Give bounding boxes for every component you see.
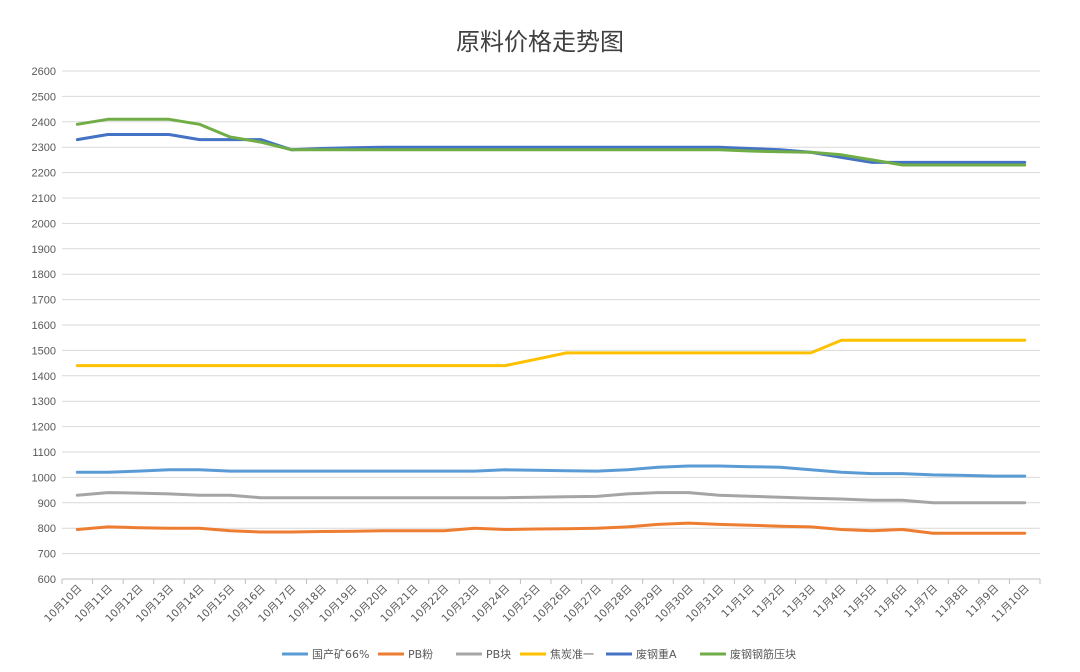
legend-label: PB块 <box>486 648 511 661</box>
legend-label: PB粉 <box>408 648 433 661</box>
legend-item: 废钢钢筋压块 <box>700 647 796 661</box>
y-tick-label: 2500 <box>32 91 56 103</box>
y-tick-label: 1500 <box>32 345 56 357</box>
series-lines <box>75 117 1027 535</box>
series-line-5 <box>75 133 1027 164</box>
y-tick-label: 1000 <box>32 472 56 484</box>
y-tick-label: 1600 <box>32 320 56 332</box>
y-tick-label: 1800 <box>32 269 56 281</box>
y-tick-label: 1100 <box>32 447 56 459</box>
legend-item: PB粉 <box>378 648 433 661</box>
series-line-1 <box>75 464 1027 478</box>
y-tick-label: 1200 <box>32 422 56 434</box>
y-tick-label: 900 <box>38 498 56 510</box>
y-tick-label: 1300 <box>32 396 56 408</box>
y-tick-label: 2400 <box>32 117 56 129</box>
legend: 国产矿66% PB粉 PB块 焦炭准一 废钢重A 废钢钢筋压块 <box>282 647 796 661</box>
axes <box>61 578 1041 584</box>
y-tick-label: 600 <box>38 574 56 586</box>
series-line-3 <box>75 491 1027 505</box>
y-tick-label: 2600 <box>32 66 56 78</box>
y-tick-label: 2300 <box>32 142 56 154</box>
y-axis-tick-labels: 600 700 800 900 1000 1100 1200 1300 1400 1500 1600… <box>32 66 56 586</box>
legend-label: 废钢重A <box>636 647 677 661</box>
series-line-2 <box>75 521 1027 535</box>
legend-item: PB块 <box>456 648 511 661</box>
legend-item: 焦炭准一 <box>520 648 594 661</box>
legend-label: 废钢钢筋压块 <box>730 647 796 661</box>
series-line-6 <box>75 117 1027 167</box>
legend-label: 焦炭准一 <box>550 648 594 661</box>
y-tick-label: 1900 <box>32 244 56 256</box>
y-tick-label: 1700 <box>32 295 56 307</box>
y-tick-label: 700 <box>38 549 56 561</box>
legend-label: 国产矿66% <box>312 647 369 661</box>
y-tick-label: 1400 <box>32 371 56 383</box>
series-line-4 <box>75 338 1027 368</box>
y-tick-label: 2000 <box>32 218 56 230</box>
y-tick-label: 800 <box>38 523 56 535</box>
legend-item: 废钢重A <box>606 647 677 661</box>
legend-item: 国产矿66% <box>282 647 369 661</box>
chart-title: 原料价格走势图 <box>456 28 624 56</box>
y-tick-label: 2100 <box>32 193 56 205</box>
y-tick-label: 2200 <box>32 168 56 180</box>
